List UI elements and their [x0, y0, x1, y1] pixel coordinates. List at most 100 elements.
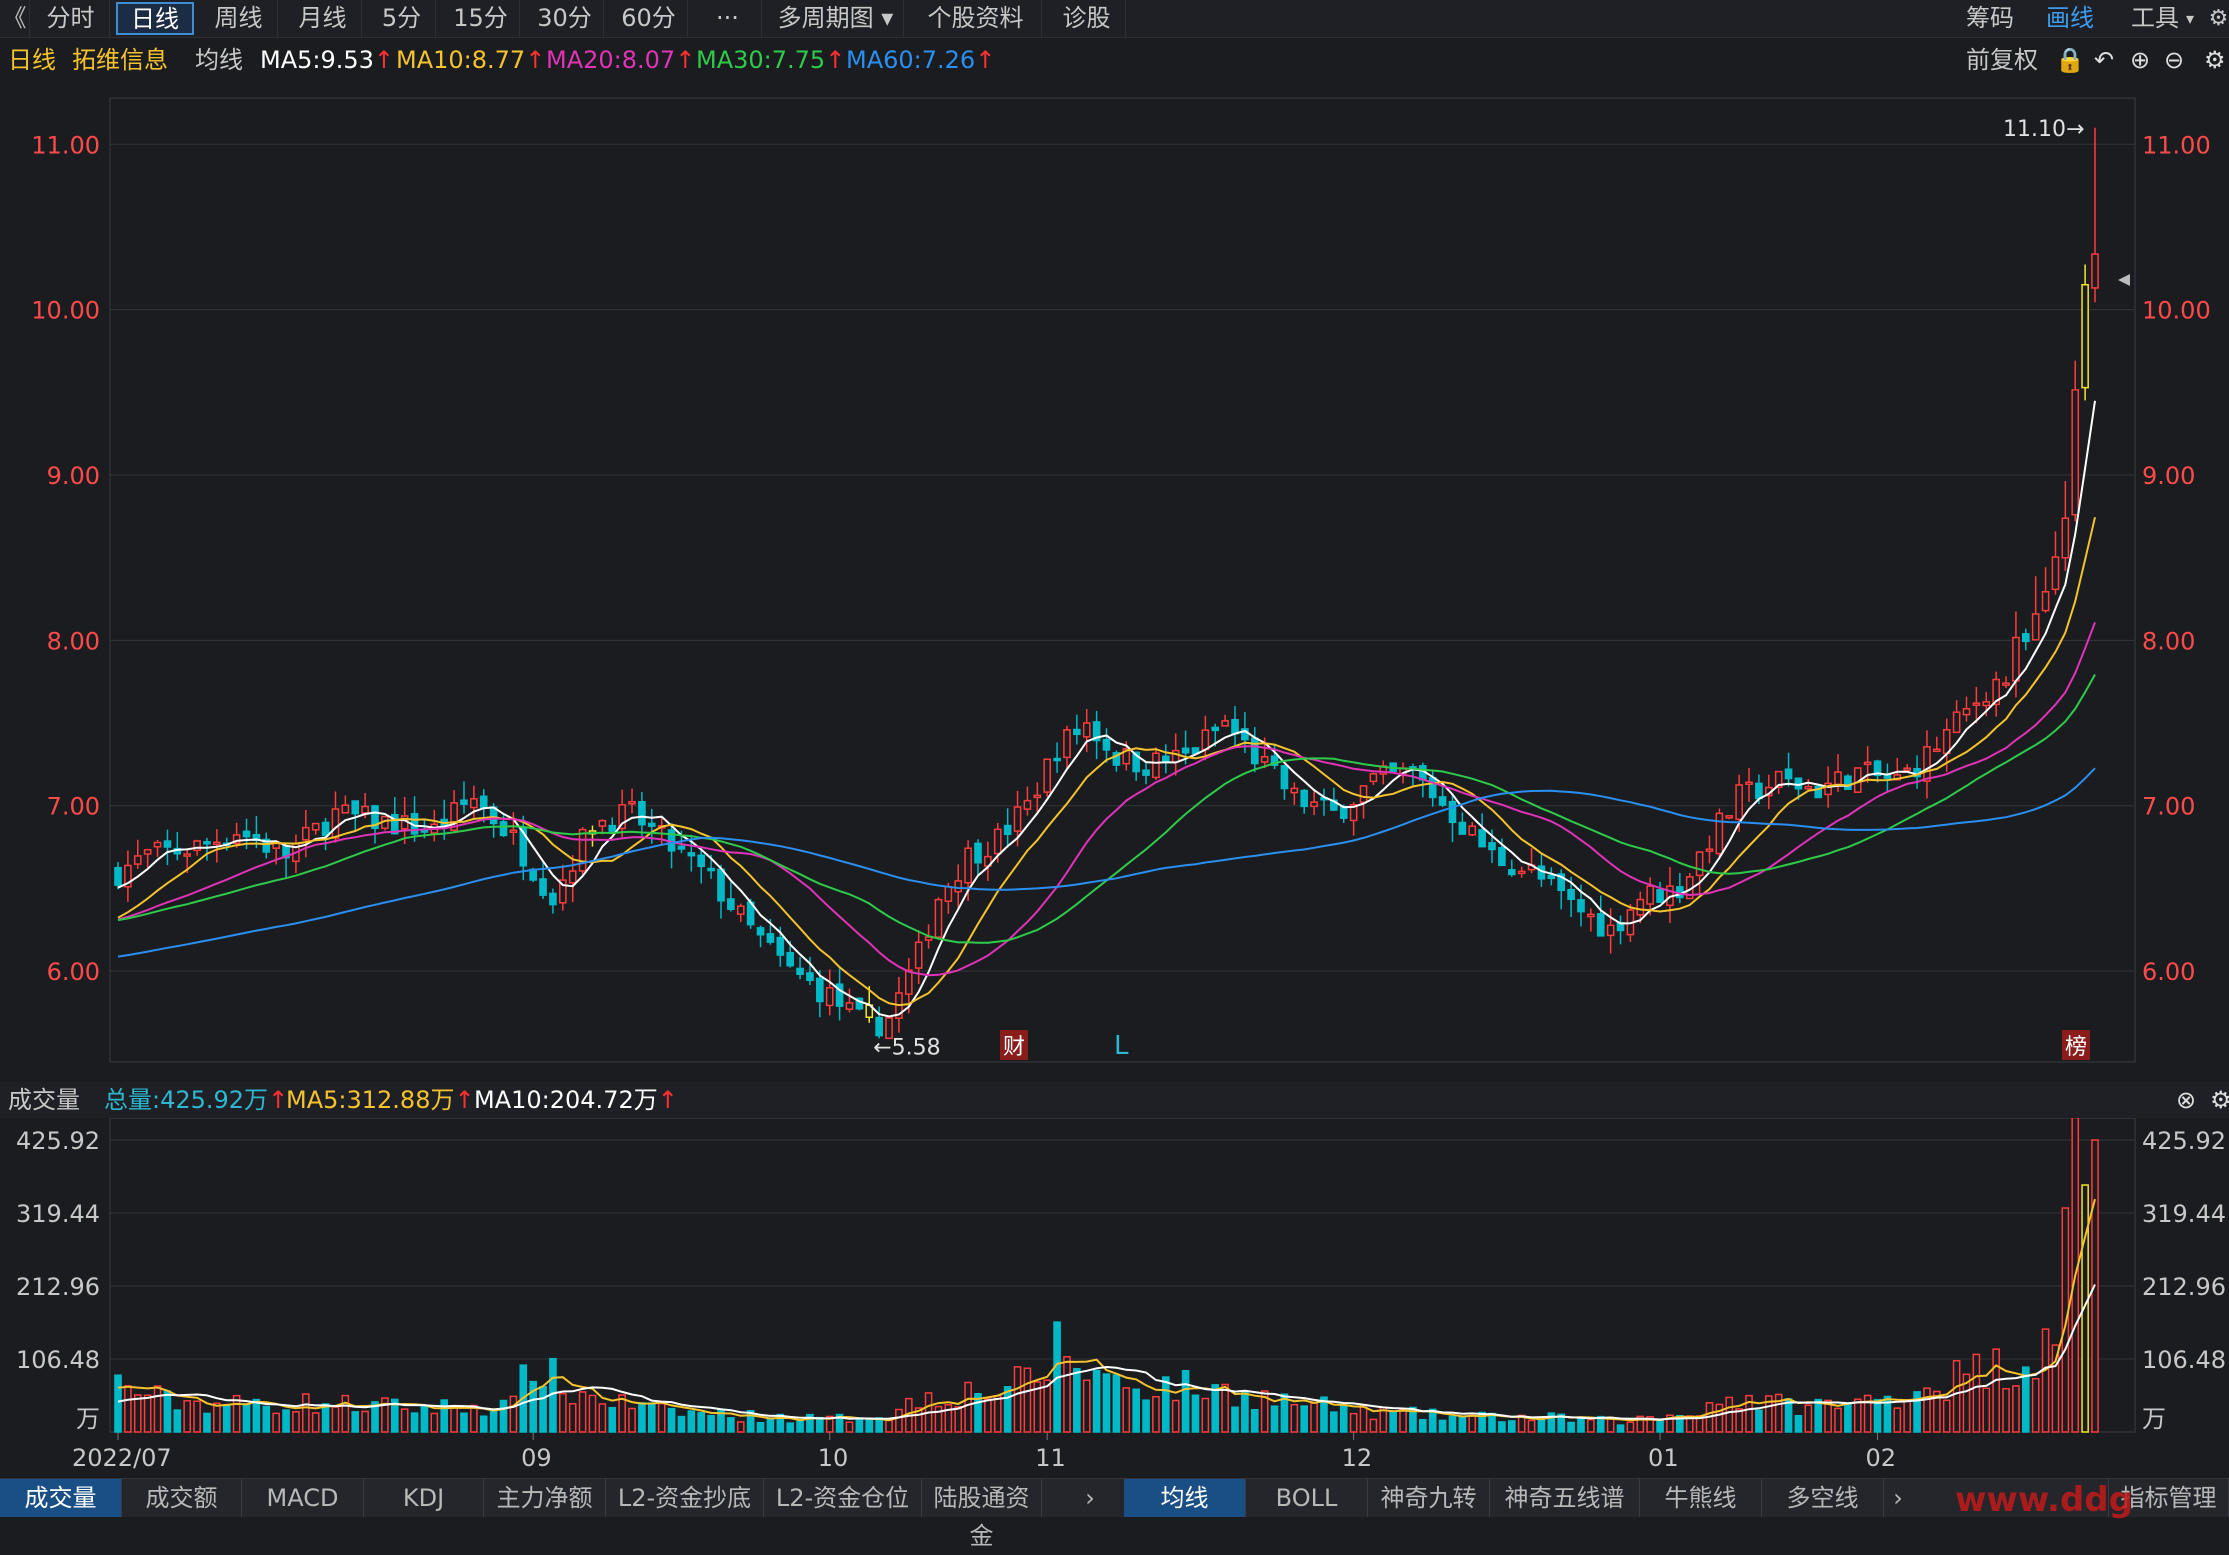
x-tick-0: 2022/07: [72, 1444, 172, 1472]
back-icon[interactable]: 《: [0, 0, 30, 37]
tab-7[interactable]: 60分: [610, 0, 688, 37]
candle-body-113: [1231, 718, 1239, 735]
volume-bar-100: [1102, 1373, 1111, 1433]
volume-bar-60: [707, 1414, 715, 1433]
volume-bar-78: [885, 1419, 893, 1433]
candle-body-103: [1132, 751, 1140, 773]
candle-body-184: [1933, 748, 1941, 753]
candle-body-66: [766, 933, 775, 943]
overlay-tab-1[interactable]: BOLL: [1246, 1479, 1368, 1517]
candle-body-116: [1260, 756, 1269, 763]
rank-badge-bg: [2062, 1030, 2090, 1060]
volume-bar-177: [1863, 1394, 1872, 1433]
lock-icon[interactable]: 🔒: [2055, 46, 2085, 74]
indicator-tab-2[interactable]: MACD: [242, 1479, 364, 1517]
volume-bar-91: [1013, 1366, 1022, 1433]
candle-body-110: [1201, 729, 1210, 751]
candle-body-84: [944, 885, 953, 902]
volume-bar-52: [628, 1407, 636, 1433]
right-item-draw[interactable]: 画线: [2046, 4, 2094, 32]
undo-icon[interactable]: ↶: [2094, 46, 2115, 74]
candle-body-92: [1023, 799, 1032, 810]
tab-1[interactable]: 日线: [116, 2, 194, 35]
close-circle-icon[interactable]: ⊗: [2176, 1086, 2197, 1114]
ma-label[interactable]: 均线: [195, 46, 243, 74]
candle-body-10: [213, 841, 221, 846]
tab-3[interactable]: 月线: [284, 0, 362, 37]
indicator-tab-7[interactable]: 陆股通资金: [922, 1479, 1042, 1550]
kline-chart[interactable]: 11.00 11.00 10.00 10.00 9.00 9.00 8.00 8.00 7.00…: [0, 0, 2229, 1516]
tab-9[interactable]: 多周期图 ▾: [768, 0, 904, 37]
volume-bar-35: [460, 1412, 468, 1433]
candle-body-68: [786, 951, 794, 967]
tab-11[interactable]: 诊股: [1048, 0, 1126, 37]
volume-bar-59: [697, 1411, 706, 1433]
right-item-chip[interactable]: 筹码: [1966, 4, 2014, 32]
tab-4[interactable]: 5分: [368, 0, 436, 37]
indicator-tab-1[interactable]: 成交额: [122, 1479, 242, 1517]
indicator-tab-4[interactable]: 主力净额: [484, 1479, 606, 1517]
indicator-tab-6[interactable]: L2-资金仓位: [764, 1479, 922, 1517]
candle-body-67: [776, 936, 785, 956]
candle-body-74: [845, 1002, 854, 1010]
volume-bar-158: [1676, 1414, 1684, 1433]
adjust-label[interactable]: 前复权: [1966, 46, 2038, 74]
overlay-tab-0[interactable]: 均线: [1124, 1479, 1246, 1517]
candle-145: [1547, 867, 1556, 886]
settings-icon[interactable]: ⚙: [2204, 46, 2226, 74]
right-item-tools[interactable]: 工具: [2131, 4, 2179, 32]
candle-110: [1201, 715, 1210, 761]
candle-body-91: [1013, 806, 1022, 832]
indicator-tab-3[interactable]: KDJ: [364, 1479, 484, 1517]
volume-bar-21: [321, 1403, 330, 1433]
candle-body-81: [914, 941, 923, 969]
candle-body-151: [1606, 924, 1615, 937]
candle-0: [114, 861, 122, 890]
indicator-tab-0[interactable]: 成交量: [0, 1479, 122, 1517]
candle-body-47: [578, 828, 587, 872]
candle-body-124: [1339, 805, 1348, 819]
volume-bar-36: [470, 1404, 478, 1433]
candle-160: [1695, 851, 1704, 895]
chevron-right-icon[interactable]: ›: [1085, 1484, 1095, 1512]
ma5-value: MA5:9.53↑: [260, 46, 395, 74]
overlay-tab-3[interactable]: 神奇五线谱: [1490, 1479, 1640, 1517]
candle-28: [390, 796, 399, 835]
candle-27: [381, 815, 389, 831]
candle-body-100: [1102, 738, 1111, 751]
volume-bar-194: [2031, 1377, 2040, 1433]
volume-bar-0: [114, 1374, 122, 1433]
indicator-manage-button[interactable]: 指标管理: [2108, 1479, 2229, 1517]
zoom-in-icon[interactable]: ⊕: [2130, 46, 2151, 74]
candle-73: [835, 968, 844, 1021]
candle-body-140: [1498, 846, 1506, 867]
candle-body-57: [677, 845, 686, 850]
indicator-tab-5[interactable]: L2-资金抄底: [606, 1479, 764, 1517]
volume-bar-171: [1804, 1404, 1813, 1433]
candle-body-46: [568, 870, 577, 884]
overlay-tab-5[interactable]: 多空线: [1762, 1479, 1884, 1517]
candle-169: [1784, 752, 1793, 787]
candle-body-13: [242, 830, 251, 838]
candle-149: [1587, 908, 1595, 932]
zoom-out-icon[interactable]: ⊖: [2164, 46, 2185, 74]
overlay-tab-4[interactable]: 牛熊线: [1640, 1479, 1762, 1517]
volume-gear-icon[interactable]: ⚙: [2210, 1086, 2229, 1114]
price-tick-right-0: 11.00: [2142, 131, 2211, 159]
chevron-right-icon-2[interactable]: ›: [1893, 1484, 1903, 1512]
tab-6[interactable]: 30分: [526, 0, 604, 37]
gear-icon[interactable]: ⚙: [2208, 6, 2229, 31]
candle-body-0: [114, 866, 122, 886]
candle-body-2: [133, 855, 142, 865]
candle-body-148: [1577, 899, 1585, 913]
tab-10[interactable]: 个股资料: [910, 0, 1042, 37]
tab-8[interactable]: ···: [694, 0, 762, 37]
tab-5[interactable]: 15分: [442, 0, 520, 37]
overlay-tab-2[interactable]: 神奇九转: [1368, 1479, 1490, 1517]
tab-0[interactable]: 分时: [32, 0, 110, 37]
candle-body-106: [1161, 755, 1170, 763]
volume-tick-left-3: 106.48: [16, 1346, 100, 1374]
volume-bar-72: [825, 1415, 834, 1433]
tab-2[interactable]: 周线: [200, 0, 278, 37]
caret-down-icon[interactable]: ▾: [2185, 9, 2195, 28]
